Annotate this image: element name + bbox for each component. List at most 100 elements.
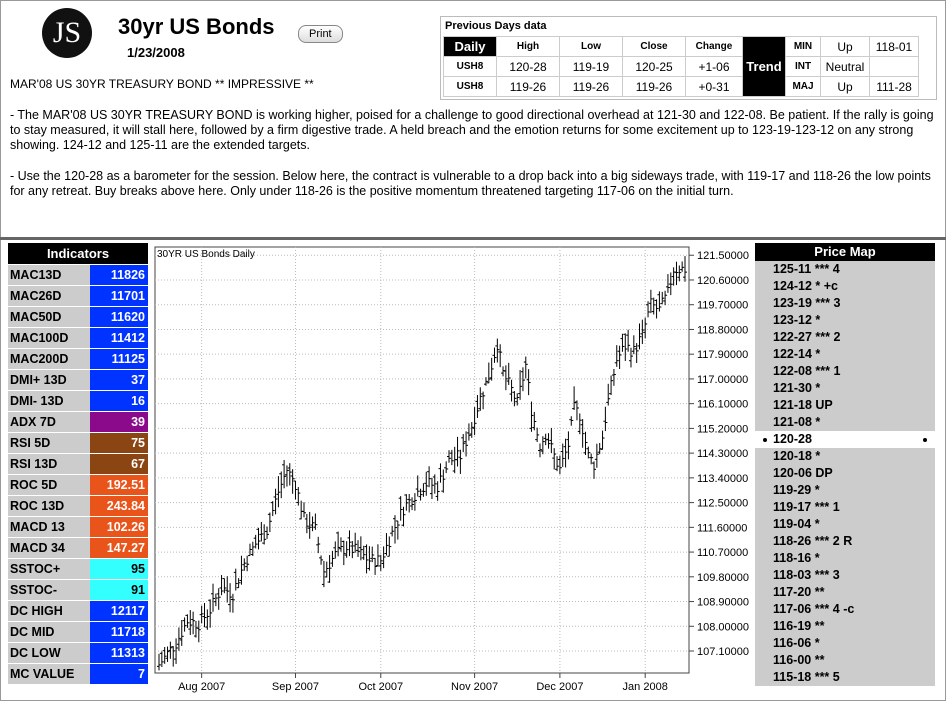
indicator-value: 95 xyxy=(90,559,148,579)
indicators-title: Indicators xyxy=(8,243,148,264)
col-high: High xyxy=(496,36,560,57)
y-tick-label: 117.00000 xyxy=(697,374,748,386)
indicator-row: SSTOC- 91 xyxy=(8,580,148,600)
price-map-level: 115-18 *** 5 xyxy=(755,669,935,686)
x-tick-label: Oct 2007 xyxy=(358,681,403,693)
indicator-row: SSTOC+ 95 xyxy=(8,559,148,579)
indicator-row: MAC200D 11125 xyxy=(8,349,148,369)
daily-label: Daily xyxy=(443,36,497,57)
y-tick-label: 108.00000 xyxy=(697,621,749,633)
indicator-name: MAC26D xyxy=(8,286,90,306)
y-tick-label: 120.60000 xyxy=(697,275,749,287)
price-chart: 121.50000 120.60000 119.70000 118.80000 117.… xyxy=(149,243,755,695)
indicator-row: RSI 13D 67 xyxy=(8,454,148,474)
row-1-change: +1-06 xyxy=(685,56,743,77)
price-map-level: 122-27 *** 2 xyxy=(755,329,935,346)
price-map-level: 120-06 DP xyxy=(755,465,935,482)
indicator-value: 37 xyxy=(90,370,148,390)
x-tick-label: Dec 2007 xyxy=(536,681,583,693)
indicator-value: 102.26 xyxy=(90,517,148,537)
trend-label: Trend xyxy=(742,36,786,97)
indicator-row: DC MID 11718 xyxy=(8,622,148,642)
y-tick-label: 110.70000 xyxy=(697,547,748,559)
indicator-name: MACD 34 xyxy=(8,538,90,558)
price-map-level: 119-04 * xyxy=(755,516,935,533)
indicator-value: 11313 xyxy=(90,643,148,663)
indicator-name: MACD 13 xyxy=(8,517,90,537)
price-map-level: 121-18 UP xyxy=(755,397,935,414)
x-tick-label: Nov 2007 xyxy=(451,681,498,693)
y-tick-label: 111.60000 xyxy=(697,522,747,534)
indicator-name: MAC200D xyxy=(8,349,90,369)
indicator-row: MACD 34 147.27 xyxy=(8,538,148,558)
price-map-level-label: 120-18 * xyxy=(773,449,821,463)
col-change: Change xyxy=(685,36,743,57)
price-map-level: 116-06 * xyxy=(755,635,935,652)
indicator-value: 91 xyxy=(90,580,148,600)
page-title: 30yr US Bonds xyxy=(118,14,275,39)
price-map-level-label: 116-06 * xyxy=(773,636,820,650)
indicator-row: RSI 5D 75 xyxy=(8,433,148,453)
indicators-panel: Indicators MAC13D 11826 MAC26D 11701 MAC50D 1… xyxy=(8,243,148,684)
indicator-name: MAC50D xyxy=(8,307,90,327)
row-1-high: 120-28 xyxy=(496,56,560,77)
y-tick-label: 115.20000 xyxy=(697,423,748,435)
y-tick-label: 113.40000 xyxy=(697,473,748,485)
price-map-level-label: 121-08 * xyxy=(773,415,821,429)
y-tick-label: 118.80000 xyxy=(697,324,748,336)
row-2-change: +0-31 xyxy=(685,76,743,97)
indicator-name: ADX 7D xyxy=(8,412,90,432)
price-map-level-label: 117-20 ** xyxy=(773,585,825,599)
indicator-value: 11412 xyxy=(90,328,148,348)
indicator-value: 11826 xyxy=(90,265,148,285)
price-map-level: 123-19 *** 3 xyxy=(755,295,935,312)
indicator-value: 39 xyxy=(90,412,148,432)
row-1-close: 120-25 xyxy=(622,56,686,77)
indicator-name: DC LOW xyxy=(8,643,90,663)
row-1-low: 119-19 xyxy=(559,56,623,77)
indicator-name: ROC 5D xyxy=(8,475,90,495)
price-map-level: 119-17 *** 1 xyxy=(755,499,935,516)
price-map-level: 123-12 * xyxy=(755,312,935,329)
indicator-row: MAC26D 11701 xyxy=(8,286,148,306)
row-2-close: 119-26 xyxy=(622,76,686,97)
trend-min-value: Up xyxy=(820,36,870,57)
price-map-level-label: 122-27 *** 2 xyxy=(773,330,841,344)
price-map-level-label: 121-30 * xyxy=(773,381,821,395)
indicator-value: 12117 xyxy=(90,601,148,621)
price-map-level-label: 122-08 *** 1 xyxy=(773,364,841,378)
y-tick-label: 119.70000 xyxy=(697,300,748,312)
indicator-row: ROC 5D 192.51 xyxy=(8,475,148,495)
indicator-value: 16 xyxy=(90,391,148,411)
indicator-name: DC MID xyxy=(8,622,90,642)
price-map-level-label: 118-16 * xyxy=(773,551,820,565)
trend-int-value: Neutral xyxy=(820,56,870,77)
previous-days-title: Previous Days data xyxy=(445,20,547,32)
previous-days-table: Daily High Low Close Change Trend MIN Up… xyxy=(443,36,919,97)
price-map-level-label: 125-11 *** 4 xyxy=(773,262,840,276)
x-tick-label: Sep 2007 xyxy=(272,681,319,693)
price-map-level: 125-11 *** 4 xyxy=(755,261,935,278)
print-button[interactable]: Print xyxy=(298,25,343,43)
indicator-name: DMI+ 13D xyxy=(8,370,90,390)
price-map-level-label: 117-06 *** 4 -c xyxy=(773,602,855,616)
y-tick-label: 112.50000 xyxy=(697,498,748,510)
y-tick-label: 109.80000 xyxy=(697,572,749,584)
price-map-level-label: 116-19 ** xyxy=(773,619,825,633)
indicator-value: 243.84 xyxy=(90,496,148,516)
price-map-level: 121-08 * xyxy=(755,414,935,431)
y-tick-label: 108.90000 xyxy=(697,597,749,609)
indicator-name: SSTOC- xyxy=(8,580,90,600)
col-low: Low xyxy=(559,36,623,57)
price-map-level-label: 116-00 ** xyxy=(773,653,825,667)
indicator-name: SSTOC+ xyxy=(8,559,90,579)
price-map-level-label: 119-29 * xyxy=(773,483,820,497)
indicator-value: 147.27 xyxy=(90,538,148,558)
indicator-name: RSI 13D xyxy=(8,454,90,474)
price-map-level-label: 119-17 *** 1 xyxy=(773,500,840,514)
price-map-level-label: 118-03 *** 3 xyxy=(773,568,840,582)
row-2-label: USH8 xyxy=(443,76,497,97)
section-divider xyxy=(0,237,946,240)
report-date: 1/23/2008 xyxy=(127,45,185,60)
indicator-value: 11701 xyxy=(90,286,148,306)
